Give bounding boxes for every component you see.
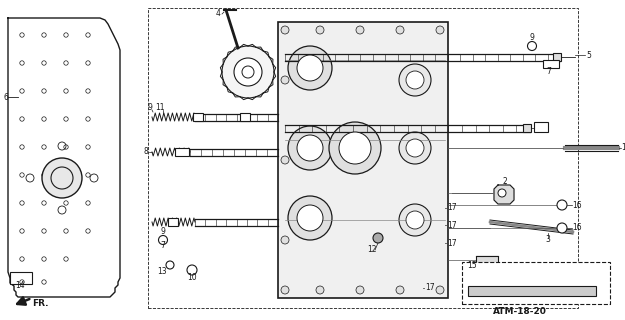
Text: 17: 17 — [425, 284, 435, 292]
Circle shape — [187, 265, 197, 275]
Circle shape — [356, 26, 364, 34]
Text: 10: 10 — [188, 274, 197, 283]
Circle shape — [297, 55, 323, 81]
Bar — [553, 53, 561, 61]
Polygon shape — [494, 185, 514, 204]
Text: 8: 8 — [540, 124, 545, 132]
Text: 3: 3 — [546, 236, 551, 244]
Circle shape — [436, 286, 444, 294]
Circle shape — [281, 236, 289, 244]
Text: 17: 17 — [448, 220, 457, 229]
Bar — [534, 122, 548, 132]
Circle shape — [42, 158, 82, 198]
Text: 9: 9 — [147, 103, 152, 113]
Text: 16: 16 — [572, 201, 582, 210]
Text: 7: 7 — [546, 68, 551, 76]
Text: ATM-18-20: ATM-18-20 — [493, 308, 547, 316]
Bar — [10, 272, 32, 284]
Bar — [168, 218, 178, 226]
Text: 17: 17 — [448, 204, 457, 212]
Circle shape — [222, 46, 274, 98]
Text: 6: 6 — [4, 92, 9, 101]
Circle shape — [159, 236, 168, 244]
Text: 9: 9 — [161, 228, 166, 236]
Text: 12: 12 — [368, 245, 377, 254]
Text: 2: 2 — [503, 178, 508, 187]
Circle shape — [557, 200, 567, 210]
Circle shape — [406, 71, 424, 89]
Circle shape — [399, 132, 431, 164]
Circle shape — [436, 26, 444, 34]
Circle shape — [234, 58, 262, 86]
Circle shape — [281, 286, 289, 294]
Text: 9: 9 — [529, 34, 534, 43]
Circle shape — [288, 196, 332, 240]
Circle shape — [406, 139, 424, 157]
Circle shape — [396, 26, 404, 34]
Text: 8: 8 — [143, 148, 148, 156]
Polygon shape — [8, 18, 120, 297]
Circle shape — [316, 286, 324, 294]
Circle shape — [406, 211, 424, 229]
Circle shape — [316, 26, 324, 34]
Bar — [462, 262, 610, 304]
Circle shape — [297, 135, 323, 161]
Circle shape — [166, 261, 174, 269]
Bar — [240, 113, 250, 121]
Circle shape — [396, 286, 404, 294]
Circle shape — [557, 223, 567, 233]
Bar — [543, 60, 559, 68]
Circle shape — [373, 233, 383, 243]
Circle shape — [399, 64, 431, 96]
Circle shape — [281, 26, 289, 34]
Circle shape — [339, 132, 371, 164]
Bar — [148, 8, 578, 308]
Circle shape — [297, 205, 323, 231]
Text: 1: 1 — [621, 143, 625, 153]
Text: FR.: FR. — [32, 300, 48, 308]
Bar — [468, 286, 596, 296]
Circle shape — [288, 126, 332, 170]
Circle shape — [281, 76, 289, 84]
Text: 7: 7 — [161, 241, 166, 250]
Circle shape — [329, 122, 381, 174]
Text: 15: 15 — [468, 260, 477, 269]
Bar — [523, 124, 531, 132]
Text: 17: 17 — [448, 238, 457, 247]
Circle shape — [399, 204, 431, 236]
Circle shape — [498, 189, 506, 197]
Bar — [476, 256, 498, 266]
Text: 14: 14 — [15, 281, 25, 290]
Bar — [278, 22, 448, 298]
Text: 11: 11 — [155, 103, 165, 113]
Bar — [193, 113, 203, 121]
Text: 4: 4 — [216, 10, 221, 19]
Text: 13: 13 — [158, 268, 167, 276]
Circle shape — [288, 46, 332, 90]
Circle shape — [281, 156, 289, 164]
Circle shape — [356, 286, 364, 294]
Circle shape — [528, 42, 536, 51]
Text: 5: 5 — [586, 51, 591, 60]
Bar — [175, 148, 189, 156]
Text: 16: 16 — [572, 223, 582, 233]
